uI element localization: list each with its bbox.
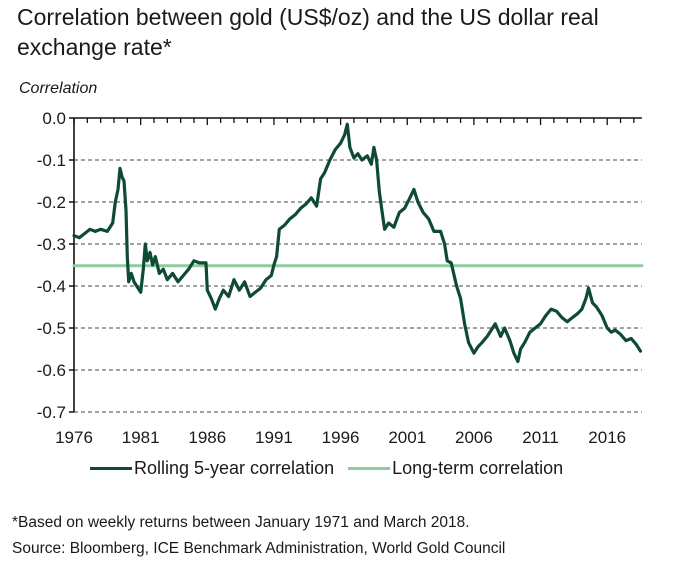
x-tick-label: 1996	[322, 428, 360, 447]
series-line-rolling-5yr	[72, 122, 643, 364]
y-tick-label: -0.7	[37, 403, 66, 422]
legend-swatch-rolling	[90, 467, 132, 470]
y-tick-label: -0.5	[37, 319, 66, 338]
y-tick-label: -0.1	[37, 151, 66, 170]
x-tick-label: 2006	[455, 428, 493, 447]
axes	[69, 117, 642, 413]
y-tick-label: -0.4	[37, 277, 66, 296]
x-tick-label: 1981	[122, 428, 160, 447]
footnote: *Based on weekly returns between January…	[12, 510, 505, 562]
x-tick-label: 2016	[588, 428, 626, 447]
legend-label-long-term: Long-term correlation	[392, 458, 564, 478]
x-tick-label: 1986	[188, 428, 226, 447]
legend: Rolling 5-year correlation Long-term cor…	[90, 458, 577, 479]
footnote-note: *Based on weekly returns between January…	[12, 514, 470, 531]
y-tick-label: -0.3	[37, 235, 66, 254]
chart-title: Correlation between gold (US$/oz) and th…	[17, 4, 599, 60]
series-lines	[72, 122, 644, 364]
y-tick-label: 0.0	[42, 109, 66, 128]
x-tick-label: 2001	[388, 428, 426, 447]
y-axis-label: Correlation	[19, 80, 98, 97]
gridlines	[74, 159, 642, 413]
footnote-source: Source: Bloomberg, ICE Benchmark Adminis…	[12, 540, 506, 557]
legend-item-rolling: Rolling 5-year correlation	[90, 458, 334, 479]
x-tick-label: 2011	[522, 428, 559, 447]
legend-label-rolling: Rolling 5-year correlation	[134, 458, 335, 478]
y-tick-label: -0.6	[37, 361, 66, 380]
y-tick-label: -0.2	[37, 193, 66, 212]
y-tick-labels: 0.0 -0.1 -0.2 -0.3 -0.4 -0.5 -0.6 -0.7	[37, 109, 66, 422]
x-tick-label: 1976	[55, 428, 93, 447]
legend-swatch-long-term	[348, 467, 391, 470]
x-tick-label: 1991	[255, 428, 293, 447]
legend-item-long-term: Long-term correlation	[348, 458, 563, 479]
x-tick-labels: 1976 1981 1986 1991 1996 2001 2006 2011 2016	[55, 428, 626, 447]
